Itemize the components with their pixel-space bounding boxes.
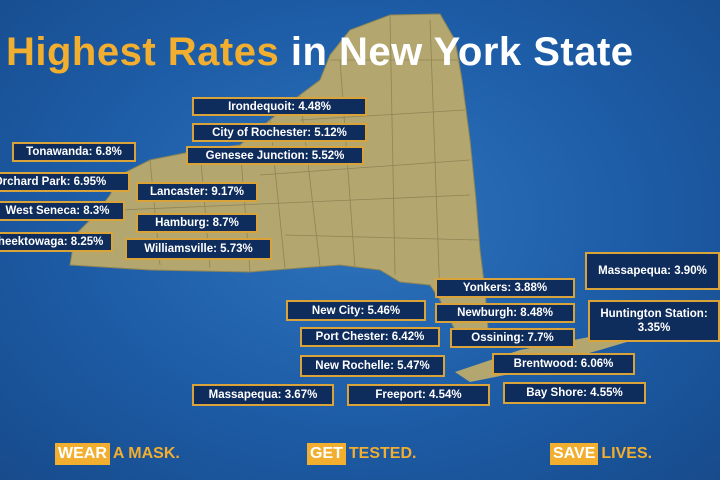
slogan: WEAR A MASK. bbox=[55, 443, 180, 465]
rate-label: Irondequoit: 4.48% bbox=[192, 97, 367, 116]
rate-label: City of Rochester: 5.12% bbox=[192, 123, 367, 142]
rate-label: Hamburg: 8.7% bbox=[136, 213, 258, 233]
headline-rest: in New York State bbox=[290, 30, 634, 74]
rate-label: Brentwood: 6.06% bbox=[492, 353, 635, 375]
rate-label: Massapequa: 3.67% bbox=[192, 384, 334, 406]
rate-label: West Seneca: 8.3% bbox=[0, 201, 125, 221]
slogan-rest: TESTED. bbox=[348, 445, 417, 462]
slogan-rest: A MASK. bbox=[112, 445, 180, 462]
new-york-outline bbox=[69, 13, 489, 346]
rate-label: Lancaster: 9.17% bbox=[136, 182, 258, 202]
rate-label: Massapequa: 3.90% bbox=[585, 252, 720, 290]
rate-label: Cheektowaga: 8.25% bbox=[0, 232, 113, 252]
slogan-highlight: GET bbox=[307, 443, 346, 465]
rate-label: Newburgh: 8.48% bbox=[435, 303, 575, 323]
rate-label: Yonkers: 3.88% bbox=[435, 278, 575, 298]
rate-label: Bay Shore: 4.55% bbox=[503, 382, 646, 404]
headline: Highest Rates in New York State bbox=[6, 30, 634, 75]
rate-label: Tonawanda: 6.8% bbox=[12, 142, 136, 162]
rate-label: Ossining: 7.7% bbox=[450, 328, 575, 348]
rate-label: Genesee Junction: 5.52% bbox=[186, 146, 364, 165]
headline-highlight: Highest Rates bbox=[6, 30, 280, 74]
rate-label: Orchard Park: 6.95% bbox=[0, 172, 130, 192]
slogan-rest: LIVES. bbox=[601, 445, 653, 462]
slogan: GET TESTED. bbox=[307, 443, 416, 465]
rate-label: New Rochelle: 5.47% bbox=[300, 355, 445, 377]
slogan: SAVE LIVES. bbox=[550, 443, 652, 465]
rate-label: Williamsville: 5.73% bbox=[125, 238, 272, 260]
rate-label: Freeport: 4.54% bbox=[347, 384, 490, 406]
rate-label: Huntington Station: 3.35% bbox=[588, 300, 720, 342]
slogan-highlight: WEAR bbox=[55, 443, 110, 465]
rate-label: Port Chester: 6.42% bbox=[300, 327, 440, 347]
rate-label: New City: 5.46% bbox=[286, 300, 426, 321]
slogan-highlight: SAVE bbox=[550, 443, 599, 465]
